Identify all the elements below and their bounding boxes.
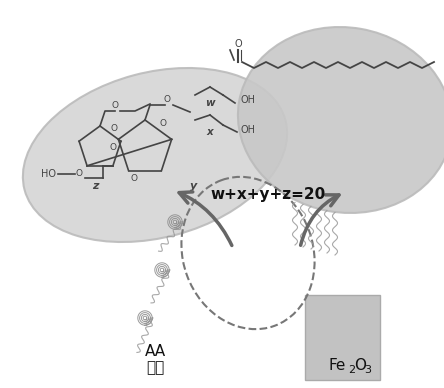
Text: O: O [76, 169, 83, 178]
Text: AA: AA [144, 345, 166, 360]
Ellipse shape [238, 27, 444, 213]
Text: Fe: Fe [328, 357, 345, 372]
Text: O: O [160, 119, 167, 128]
Text: 3: 3 [364, 365, 371, 375]
Text: z: z [91, 181, 98, 191]
Text: HO: HO [41, 169, 56, 179]
Text: O: O [163, 95, 170, 104]
Text: OH: OH [240, 125, 255, 135]
Bar [305, 295, 380, 380]
Text: y: y [190, 181, 197, 191]
Text: x: x [206, 127, 214, 137]
Text: O: O [110, 143, 117, 152]
Text: w+x+y+z=20: w+x+y+z=20 [210, 187, 325, 203]
Text: OH: OH [240, 95, 255, 105]
Text: O: O [354, 357, 366, 372]
Text: 2: 2 [348, 365, 355, 375]
Ellipse shape [23, 68, 287, 242]
Text: O: O [111, 102, 119, 111]
Text: w: w [205, 98, 215, 108]
Text: O: O [111, 124, 118, 133]
Text: O: O [234, 39, 242, 49]
Text: O: O [130, 174, 137, 183]
Text: 油酸: 油酸 [146, 360, 164, 376]
